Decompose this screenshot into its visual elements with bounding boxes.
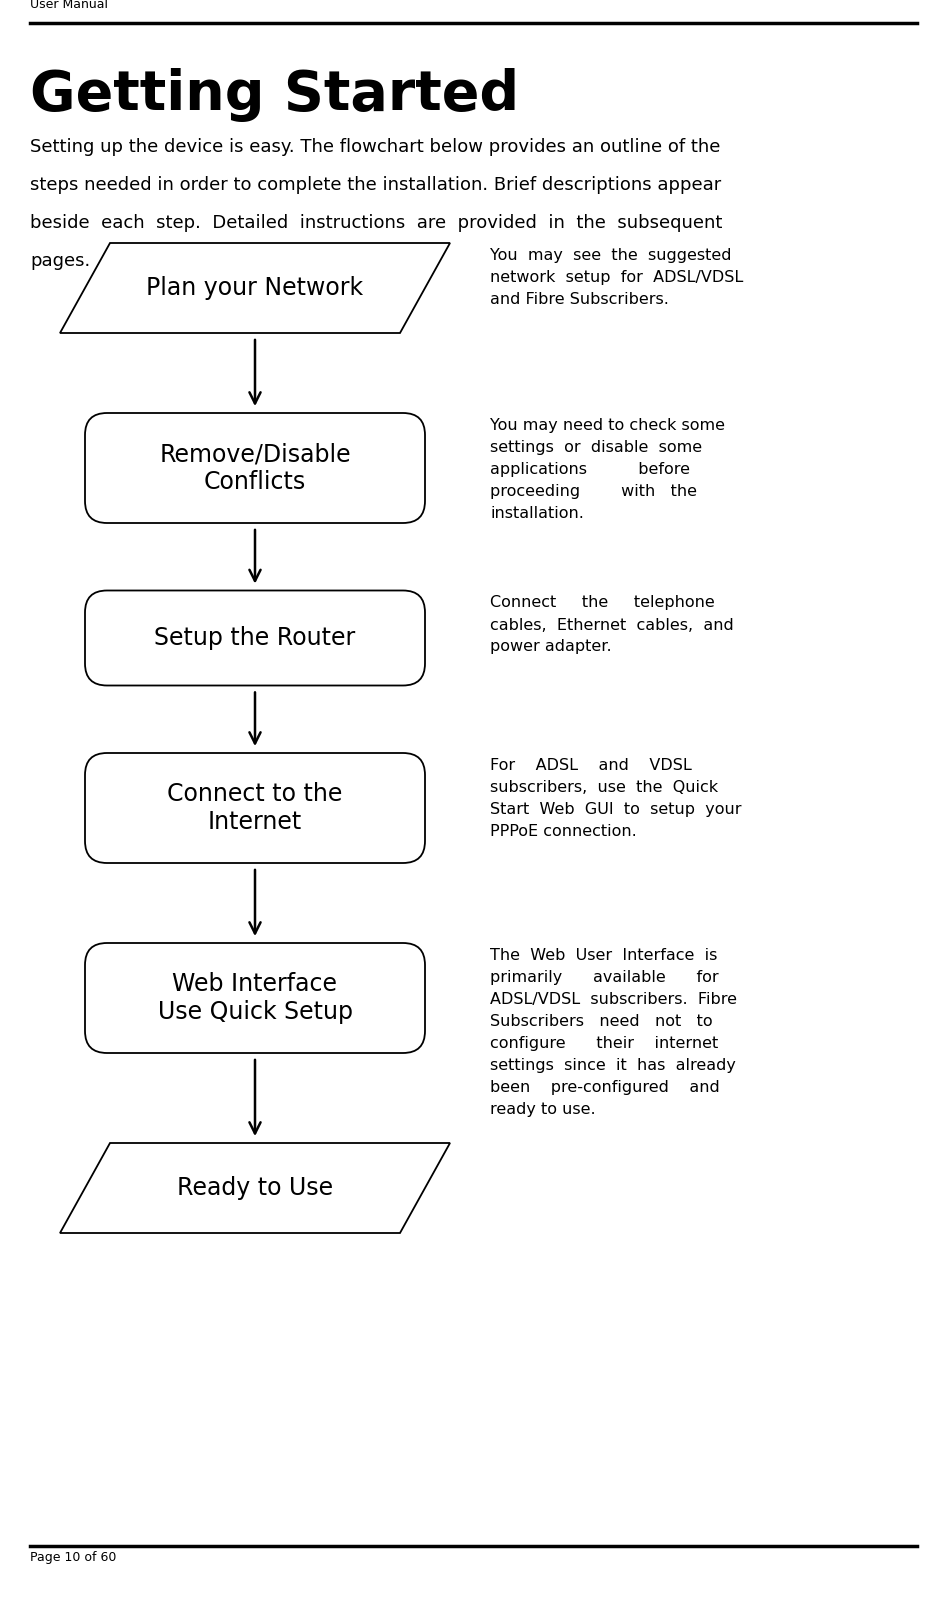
Text: Getting Started: Getting Started — [30, 69, 519, 121]
Text: and Fibre Subscribers.: and Fibre Subscribers. — [490, 292, 669, 307]
Text: proceeding        with   the: proceeding with the — [490, 484, 697, 499]
Polygon shape — [60, 243, 450, 332]
Text: settings  since  it  has  already: settings since it has already — [490, 1058, 736, 1072]
Text: subscribers,  use  the  Quick: subscribers, use the Quick — [490, 780, 718, 794]
Text: network  setup  for  ADSL/VDSL: network setup for ADSL/VDSL — [490, 270, 743, 284]
Text: For    ADSL    and    VDSL: For ADSL and VDSL — [490, 757, 691, 773]
Text: PPPoE connection.: PPPoE connection. — [490, 825, 636, 839]
Text: Setting up the device is easy. The flowchart below provides an outline of the: Setting up the device is easy. The flowc… — [30, 137, 721, 157]
Text: Ready to Use: Ready to Use — [177, 1176, 333, 1200]
Text: settings  or  disable  some: settings or disable some — [490, 439, 702, 455]
Text: installation.: installation. — [490, 507, 584, 521]
Text: beside  each  step.  Detailed  instructions  are  provided  in  the  subsequent: beside each step. Detailed instructions … — [30, 214, 723, 232]
Polygon shape — [60, 1143, 450, 1234]
FancyBboxPatch shape — [85, 412, 425, 523]
Text: Web Interface
Use Quick Setup: Web Interface Use Quick Setup — [157, 972, 352, 1024]
Text: cables,  Ethernet  cables,  and: cables, Ethernet cables, and — [490, 617, 734, 633]
Text: User Manual: User Manual — [30, 0, 108, 11]
FancyBboxPatch shape — [85, 591, 425, 686]
Text: Setup the Router: Setup the Router — [154, 626, 356, 650]
Text: been    pre-configured    and: been pre-configured and — [490, 1080, 720, 1095]
Text: ready to use.: ready to use. — [490, 1103, 596, 1117]
Text: Start  Web  GUI  to  setup  your: Start Web GUI to setup your — [490, 802, 742, 817]
Text: The  Web  User  Interface  is: The Web User Interface is — [490, 948, 718, 964]
Text: pages.: pages. — [30, 252, 90, 270]
Text: Connect to the
Internet: Connect to the Internet — [168, 781, 343, 834]
Text: applications          before: applications before — [490, 462, 690, 476]
Text: primarily      available      for: primarily available for — [490, 970, 719, 984]
FancyBboxPatch shape — [85, 943, 425, 1053]
Text: You may need to check some: You may need to check some — [490, 419, 725, 433]
Text: ADSL/VDSL  subscribers.  Fibre: ADSL/VDSL subscribers. Fibre — [490, 992, 737, 1007]
Text: You  may  see  the  suggested: You may see the suggested — [490, 248, 731, 264]
Text: Remove/Disable
Conflicts: Remove/Disable Conflicts — [159, 443, 350, 494]
Text: Page 10 of 60: Page 10 of 60 — [30, 1552, 116, 1564]
Text: power adapter.: power adapter. — [490, 639, 612, 655]
FancyBboxPatch shape — [85, 753, 425, 863]
Text: configure      their    internet: configure their internet — [490, 1036, 718, 1051]
Text: Subscribers   need   not   to: Subscribers need not to — [490, 1015, 713, 1029]
Text: Plan your Network: Plan your Network — [147, 276, 364, 300]
Text: steps needed in order to complete the installation. Brief descriptions appear: steps needed in order to complete the in… — [30, 176, 722, 193]
Text: Connect     the     telephone: Connect the telephone — [490, 596, 715, 610]
